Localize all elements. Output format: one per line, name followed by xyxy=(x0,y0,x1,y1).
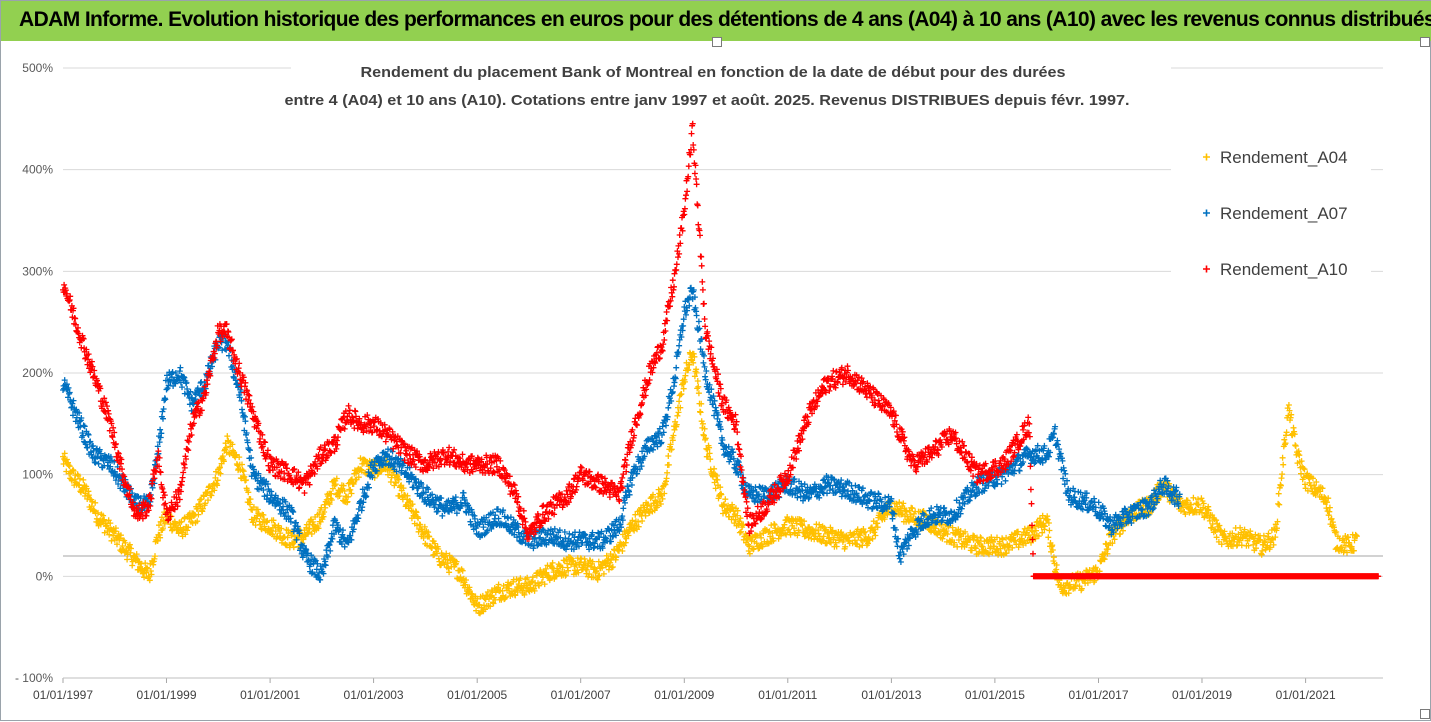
marker xyxy=(665,453,671,459)
x-tick-label: 01/01/2015 xyxy=(965,688,1025,702)
marker xyxy=(674,413,680,419)
marker xyxy=(1300,465,1306,471)
marker xyxy=(1284,429,1290,435)
marker xyxy=(347,487,353,493)
y-tick-label: 200% xyxy=(22,366,53,380)
marker xyxy=(162,501,168,507)
x-tick-label: 01/01/2005 xyxy=(447,688,507,702)
marker xyxy=(898,559,904,565)
marker xyxy=(152,553,158,559)
x-tick-label: 01/01/2007 xyxy=(551,688,611,702)
marker xyxy=(92,460,98,466)
x-tick-label: 01/01/2003 xyxy=(344,688,404,702)
marker xyxy=(1280,455,1286,461)
marker xyxy=(80,477,86,483)
marker xyxy=(397,493,403,499)
marker xyxy=(165,385,171,391)
marker xyxy=(1293,443,1299,449)
y-axis-ticks: - 100% 0% 100% 200% 300% 400% 500% xyxy=(15,61,53,685)
marker xyxy=(162,396,168,402)
marker xyxy=(639,518,645,524)
x-tick-label: 01/01/1997 xyxy=(33,688,93,702)
x-tick-label: 01/01/2019 xyxy=(1172,688,1232,702)
marker xyxy=(666,462,672,468)
y-tick-label: 100% xyxy=(22,468,53,482)
marker xyxy=(672,380,678,386)
marker xyxy=(157,427,163,433)
marker xyxy=(643,513,649,519)
marker xyxy=(695,327,701,333)
x-tick-label: 01/01/2001 xyxy=(240,688,300,702)
marker xyxy=(620,505,626,511)
y-tick-label: 0% xyxy=(36,569,54,583)
marker xyxy=(1117,531,1123,537)
marker xyxy=(302,490,308,496)
marker xyxy=(673,365,679,371)
y-tick-label: 400% xyxy=(22,163,53,177)
y-tick-label: - 100% xyxy=(15,671,53,685)
marker xyxy=(327,548,333,554)
marker xyxy=(342,544,348,550)
marker xyxy=(409,445,415,451)
x-axis-ticks: 01/01/1997 01/01/1999 01/01/2001 01/01/2003… xyxy=(33,678,1383,702)
marker xyxy=(226,353,232,359)
x-tick-label: 01/01/2009 xyxy=(654,688,714,702)
marker xyxy=(1329,516,1335,522)
marker xyxy=(1276,502,1282,508)
marker xyxy=(694,313,700,319)
marker xyxy=(177,365,183,371)
marker xyxy=(346,403,352,409)
marker xyxy=(696,319,702,325)
marker xyxy=(323,562,329,568)
marker xyxy=(665,405,671,411)
y-tick-label: 300% xyxy=(22,264,53,278)
x-tick-label: 01/01/2021 xyxy=(1276,688,1336,702)
marker xyxy=(1275,501,1281,507)
marker xyxy=(676,343,682,349)
marker xyxy=(335,434,341,440)
marker xyxy=(61,282,67,288)
marker xyxy=(676,398,682,404)
marker xyxy=(1061,468,1067,474)
marker xyxy=(1298,471,1304,477)
marker xyxy=(1276,491,1282,497)
marker xyxy=(383,439,389,445)
x-tick-label: 01/01/2011 xyxy=(758,688,817,702)
x-tick-label: 01/01/2013 xyxy=(861,688,921,702)
marker xyxy=(1096,499,1102,505)
marker xyxy=(737,530,743,536)
marker xyxy=(999,481,1005,487)
marker xyxy=(1046,528,1052,534)
x-tick-label: 01/01/1999 xyxy=(136,688,196,702)
marker xyxy=(1051,554,1057,560)
y-tick-label: 500% xyxy=(22,61,53,75)
marker xyxy=(72,316,78,322)
marker xyxy=(682,373,688,379)
marker xyxy=(700,360,706,366)
marker xyxy=(698,409,704,415)
marker xyxy=(1286,402,1292,408)
marker xyxy=(1279,471,1285,477)
marker xyxy=(695,378,701,384)
marker xyxy=(824,490,830,496)
marker xyxy=(1190,495,1196,501)
marker xyxy=(786,527,792,533)
x-tick-label: 01/01/2017 xyxy=(1068,688,1128,702)
marker xyxy=(722,496,728,502)
marker xyxy=(184,446,190,452)
marker xyxy=(1017,468,1023,474)
marker xyxy=(92,500,98,506)
marker xyxy=(161,489,167,495)
marker xyxy=(1280,462,1286,468)
marker xyxy=(1045,534,1051,540)
marker xyxy=(195,512,201,518)
marker xyxy=(1003,478,1009,484)
